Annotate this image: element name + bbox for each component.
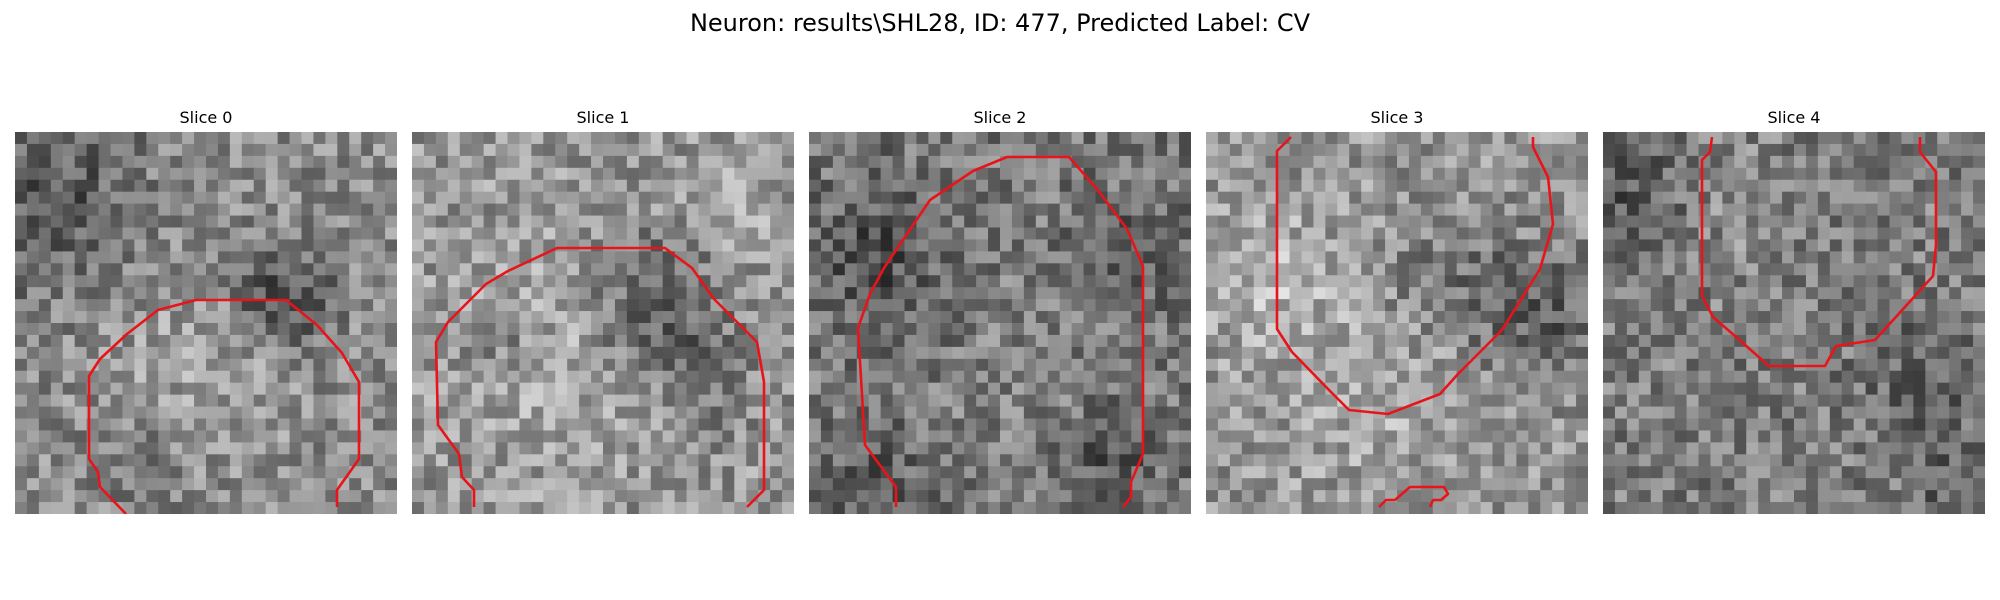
contour-line-1 bbox=[434, 246, 766, 508]
slice-pixels-0 bbox=[15, 132, 397, 514]
slice-panel-1: Slice 1 bbox=[412, 108, 794, 514]
slice-pixels-4 bbox=[1603, 132, 1985, 514]
contour-line-4 bbox=[1700, 136, 1938, 368]
slice-panel-0: Slice 0 bbox=[15, 108, 397, 514]
slice-pixels-1 bbox=[412, 132, 794, 514]
slice-title-1: Slice 1 bbox=[576, 108, 630, 127]
slice-panel-3: Slice 3 bbox=[1206, 108, 1588, 514]
slice-image-3 bbox=[1206, 132, 1588, 514]
contour-line-2 bbox=[856, 155, 1145, 508]
figure-title: Neuron: results\SHL28, ID: 477, Predicte… bbox=[689, 9, 1311, 37]
slice-panel-2: Slice 2 bbox=[809, 108, 1191, 514]
slice-image-0 bbox=[15, 132, 397, 514]
slice-panel-4: Slice 4 bbox=[1603, 108, 1985, 514]
contour-line-0 bbox=[87, 298, 361, 514]
contour-line-3 bbox=[1275, 136, 1555, 416]
slice-image-4 bbox=[1603, 132, 1985, 514]
slice-image-2 bbox=[809, 132, 1191, 514]
slice-title-2: Slice 2 bbox=[973, 108, 1027, 127]
slice-title-0: Slice 0 bbox=[179, 108, 233, 127]
slice-pixels-2 bbox=[809, 132, 1191, 514]
slice-title-4: Slice 4 bbox=[1767, 108, 1821, 127]
contour-line-3b bbox=[1378, 485, 1450, 508]
slice-title-3: Slice 3 bbox=[1370, 108, 1424, 127]
slice-image-1 bbox=[412, 132, 794, 514]
slice-pixels-3 bbox=[1206, 132, 1588, 514]
